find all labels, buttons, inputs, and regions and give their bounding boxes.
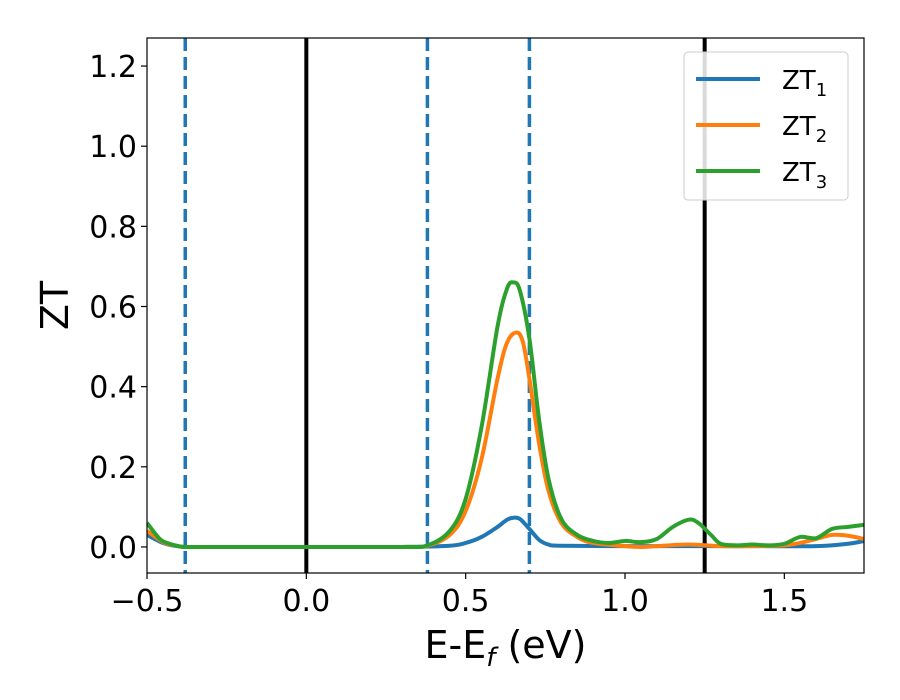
x-tick-label: 0.5 [442,584,490,619]
plot-frame [146,37,865,574]
series-line-zt1 [147,515,864,550]
x-axis-label-base: E-E [425,623,487,667]
legend-box [683,51,849,201]
series-line-zt3 [147,280,864,550]
y-tick-label: 0.2 [89,451,137,486]
y-tick-label: 1.2 [89,50,137,85]
reference-lines [183,38,707,573]
series-line-zt2 [147,330,864,550]
x-tick-label: −0.5 [111,584,184,619]
legend-label-zt1: ZT1 [782,66,827,101]
x-axis-label-unit: (eV) [495,623,586,667]
y-axis: 0.0 0.2 0.4 0.6 0.8 1.0 1.2 [89,50,147,566]
x-axis-label: E-Ef (eV) [425,623,587,673]
y-tick-label: 0.4 [89,371,137,406]
y-tick-label: 0.8 [89,210,137,245]
legend: ZT1 ZT2 ZT3 [683,51,849,201]
y-tick-label: 1.0 [89,130,137,165]
legend-label-zt2: ZT2 [782,112,827,147]
x-tick-label: 0.0 [282,584,330,619]
y-tick-label: 0.6 [89,291,137,326]
legend-label-zt3: ZT3 [782,158,827,193]
y-axis-label: ZT [33,280,77,330]
x-tick-label: 1.5 [760,584,808,619]
x-axis: −0.5 0.0 0.5 1.0 1.5 [111,573,808,619]
x-tick-label: 1.0 [601,584,649,619]
series-lines [147,280,864,550]
y-tick-label: 0.0 [89,531,137,566]
